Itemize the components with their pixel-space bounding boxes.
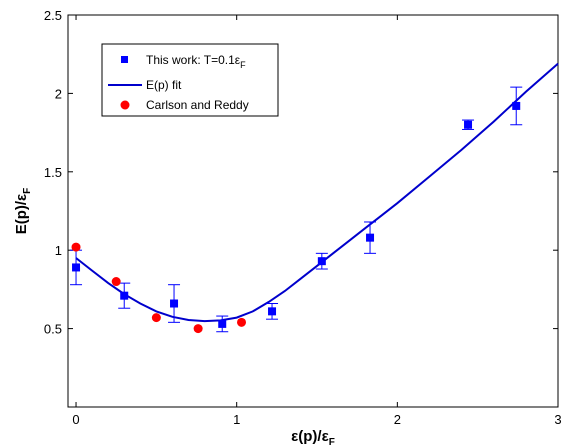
legend-label-this-work-main: This work: T=0.1ε [146, 53, 241, 67]
square-marker [218, 319, 227, 328]
x-tick-label: 3 [554, 412, 561, 427]
legend-box [101, 43, 279, 117]
y-tick-label: 1.5 [44, 165, 62, 180]
legend-label-this-work: This work: T=0.1εF [146, 53, 246, 70]
legend-marker-circle [120, 100, 130, 110]
y-tick-label: 1 [55, 243, 62, 258]
square-marker [366, 233, 375, 242]
carlson-reddy-point [71, 242, 81, 252]
legend: This work: T=0.1εF E(p) fit Carlson and … [101, 43, 279, 117]
square-marker [72, 263, 81, 272]
fit-line [75, 62, 559, 323]
square-marker [120, 291, 129, 300]
this-work-point [70, 249, 83, 286]
legend-label-fit: E(p) fit [146, 78, 182, 92]
legend-label-carlson: Carlson and Reddy [146, 98, 249, 112]
x-tick-label: 0 [72, 412, 79, 427]
legend-label-this-work-sub: F [240, 60, 246, 70]
carlson-reddy-series [71, 242, 247, 334]
x-tick-label: 2 [394, 412, 401, 427]
carlson-reddy-point [151, 313, 161, 323]
this-work-point [462, 119, 475, 130]
y-axis-label-main: E(p)/ε [13, 194, 30, 234]
x-axis-label-main: ε(p)/ε [291, 428, 329, 445]
this-work-series [70, 86, 523, 333]
this-work-point [510, 86, 523, 126]
square-marker [317, 257, 326, 266]
x-axis-ticks: 0 1 2 3 [72, 15, 562, 427]
x-axis-label: ε(p)/εF [291, 428, 335, 447]
y-axis-label: E(p)/εF [13, 188, 33, 235]
square-marker [512, 101, 521, 110]
x-tick-label: 1 [233, 412, 240, 427]
y-axis-ticks: 0.5 1 1.5 2 2.5 [44, 8, 558, 337]
y-tick-label: 0.5 [44, 322, 62, 337]
this-work-point [266, 303, 279, 320]
fit-series [75, 62, 559, 323]
x-axis-label-sub: F [329, 437, 335, 447]
square-marker [170, 299, 179, 308]
square-marker [268, 307, 277, 316]
carlson-reddy-point [193, 324, 203, 334]
y-tick-label: 2.5 [44, 8, 62, 23]
y-tick-label: 2 [55, 86, 62, 101]
carlson-reddy-point [237, 317, 247, 327]
legend-marker-square [121, 56, 128, 63]
this-work-point [216, 315, 229, 333]
this-work-point [315, 252, 328, 270]
carlson-reddy-point [111, 277, 121, 287]
this-work-point [364, 221, 377, 254]
square-marker [464, 120, 473, 129]
this-work-point [168, 284, 181, 323]
y-axis-label-sub: F [22, 188, 33, 194]
